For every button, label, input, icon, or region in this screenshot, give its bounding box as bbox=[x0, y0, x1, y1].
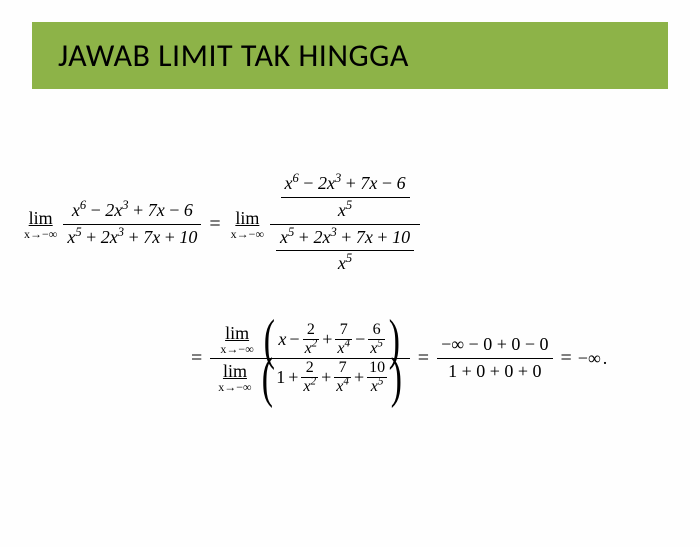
evaluated-fraction: −∞ − 0 + 0 − 0 1 + 0 + 0 + 0 bbox=[437, 333, 552, 384]
equals-sign: = bbox=[209, 213, 220, 236]
limit-operator: lim x→−∞ bbox=[24, 209, 57, 240]
equation-line-2: = lim x→−∞ x − 2x2 + 7x4 − 6x5 bbox=[185, 322, 607, 395]
lhs-fraction: x6 − 2x3 + 7x − 6 x5 + 2x3 + 7x + 10 bbox=[63, 199, 201, 250]
equals-sign: = bbox=[418, 347, 429, 370]
final-result: −∞ bbox=[578, 348, 601, 369]
lhs-denominator: x5 + 2x3 + 7x + 10 bbox=[67, 227, 197, 247]
slide-title: JAWAB LIMIT TAK HINGGA bbox=[32, 22, 668, 89]
rhs-top-fraction: x6 − 2x3 + 7x − 6 x5 bbox=[281, 172, 410, 223]
limit-operator: lim x→−∞ bbox=[231, 209, 264, 240]
rhs-bot-fraction: x5 + 2x3 + 7x + 10 x5 bbox=[276, 226, 414, 277]
rhs-nested-fraction: x6 − 2x3 + 7x − 6 x5 x5 + 2x3 + 7x + 10 … bbox=[270, 172, 420, 276]
numerator-paren: x − 2x2 + 7x4 − 6x5 bbox=[260, 322, 404, 357]
limit-operator: lim x→−∞ bbox=[218, 362, 251, 393]
lhs-numerator: x6 − 2x3 + 7x − 6 bbox=[72, 200, 193, 220]
equation-line-1: lim x→−∞ x6 − 2x3 + 7x − 6 x5 + 2x3 + 7x… bbox=[20, 172, 422, 276]
period: . bbox=[603, 348, 608, 369]
equals-sign: = bbox=[191, 347, 202, 370]
simplified-fraction: lim x→−∞ x − 2x2 + 7x4 − 6x5 bbox=[210, 322, 410, 395]
equals-sign: = bbox=[561, 347, 572, 370]
limit-operator: lim x→−∞ bbox=[220, 324, 253, 355]
denominator-paren: 1 + 2x2 + 7x4 + 10x5 bbox=[258, 360, 406, 395]
